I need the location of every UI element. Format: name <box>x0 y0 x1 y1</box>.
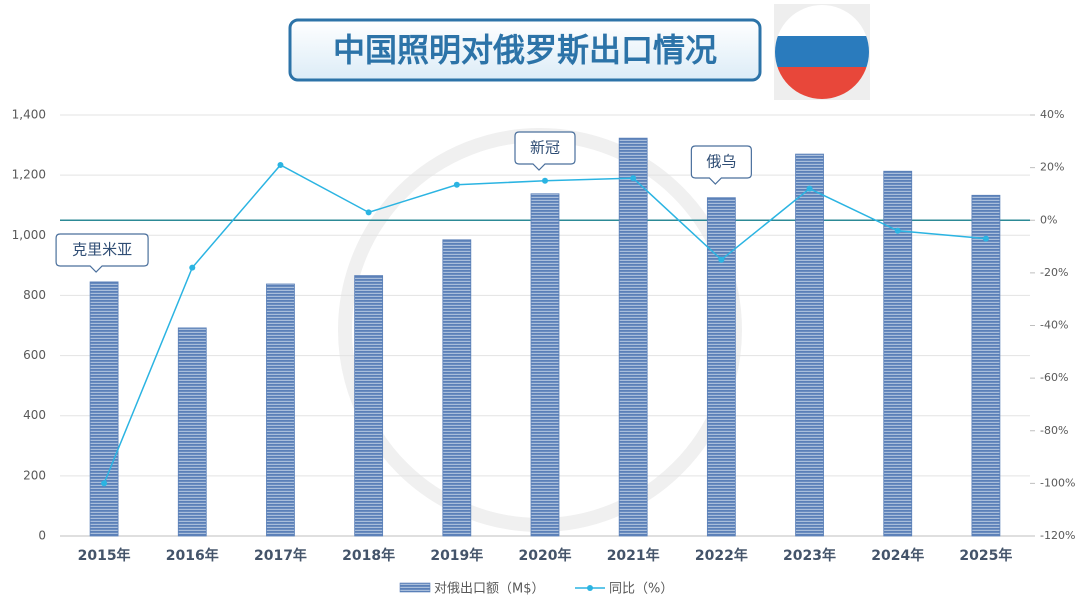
annotation-callout <box>55 233 149 273</box>
annotation-text: 俄乌 <box>706 153 736 171</box>
bar <box>971 194 1001 537</box>
line-marker <box>101 480 108 487</box>
title-box <box>288 18 762 82</box>
y2-tick-label: 20% <box>1040 161 1064 174</box>
y-tick-label: 1,200 <box>12 168 46 182</box>
x-tick-label: 2015年 <box>78 547 131 564</box>
line-marker <box>806 185 813 192</box>
line-marker <box>630 175 637 182</box>
legend-label: 同比（%） <box>609 582 673 597</box>
x-tick-label: 2020年 <box>519 547 572 564</box>
line-marker <box>365 209 372 216</box>
line-marker <box>453 181 460 188</box>
y2-tick-label: -20% <box>1040 266 1068 279</box>
y-tick-label: 600 <box>23 348 46 362</box>
line-marker <box>894 227 901 234</box>
x-tick-label: 2021年 <box>607 547 660 564</box>
y2-tick-label: 0% <box>1040 213 1057 226</box>
bar <box>266 283 295 537</box>
x-tick-label: 2018年 <box>342 547 395 564</box>
annotation-text: 克里米亚 <box>72 241 132 259</box>
y-tick-label: 0 <box>38 529 46 543</box>
bar <box>89 281 119 537</box>
bar <box>706 197 736 537</box>
y2-tick-label: -100% <box>1040 476 1075 489</box>
y2-tick-label: -60% <box>1040 371 1068 384</box>
y2-tick-label: 40% <box>1040 108 1064 121</box>
line-marker <box>189 264 196 271</box>
bar <box>618 137 648 537</box>
bar <box>177 327 207 537</box>
line-marker <box>982 235 989 242</box>
line-marker <box>542 177 548 184</box>
line-marker <box>718 256 725 263</box>
y-tick-label: 200 <box>23 468 46 482</box>
chart-title: 中国照明对俄罗斯出口情况 <box>333 31 717 69</box>
legend-swatch <box>399 582 431 593</box>
x-tick-label: 2016年 <box>166 547 219 564</box>
legend-label: 对俄出口额（M$） <box>434 582 545 597</box>
bar <box>442 239 472 537</box>
x-tick-label: 2023年 <box>783 547 836 564</box>
x-tick-label: 2019年 <box>430 547 483 564</box>
line-marker <box>277 161 284 168</box>
x-tick-label: 2025年 <box>959 547 1012 564</box>
annotation-callout <box>690 145 752 185</box>
y-tick-label: 1,400 <box>12 108 46 122</box>
y2-tick-label: -120% <box>1040 529 1075 542</box>
x-tick-label: 2024年 <box>871 547 924 564</box>
y2-tick-label: -80% <box>1040 424 1068 437</box>
y-tick-label: 400 <box>23 408 46 422</box>
annotation-callout <box>514 131 576 171</box>
bar <box>795 153 824 537</box>
x-tick-label: 2017年 <box>254 547 307 564</box>
bar <box>530 193 560 537</box>
legend-marker <box>587 585 593 591</box>
y2-tick-label: -40% <box>1040 319 1068 332</box>
y-tick-label: 1,000 <box>12 228 46 242</box>
y-tick-label: 800 <box>23 288 46 302</box>
annotation-text: 新冠 <box>530 139 560 157</box>
x-tick-label: 2022年 <box>695 547 748 564</box>
bar <box>354 275 384 537</box>
